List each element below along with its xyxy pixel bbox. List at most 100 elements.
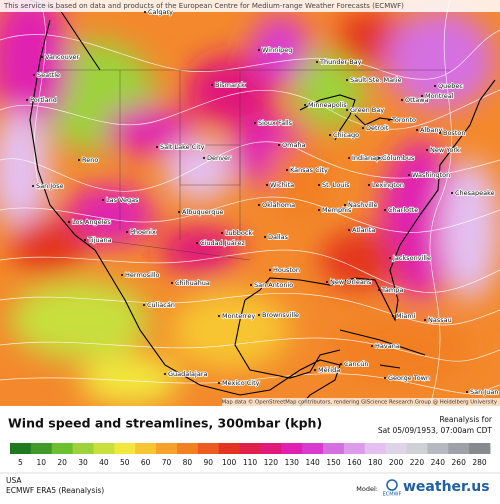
city-label: San Juan xyxy=(470,388,498,396)
colorbar-tick-label: 40 xyxy=(99,458,109,467)
city-label: Lexington xyxy=(372,181,404,189)
city-marker xyxy=(102,199,104,201)
city-marker xyxy=(250,284,252,286)
city-label: San Jose xyxy=(36,182,64,190)
city-marker xyxy=(304,104,306,106)
notice-banner xyxy=(0,0,500,12)
city-marker xyxy=(329,134,331,136)
city-label: Minneapolis xyxy=(308,101,347,109)
colorbar-swatch xyxy=(281,443,303,454)
colorbar-tick-label: 260 xyxy=(452,458,467,467)
city-label: Phoenix xyxy=(130,228,156,236)
city-marker xyxy=(401,99,403,101)
ecmwf-logo xyxy=(386,479,398,491)
city-label: Brownsville xyxy=(262,311,299,319)
city-marker xyxy=(424,319,426,321)
legend-title: Wind speed and streamlines, 300mbar (kph… xyxy=(8,416,322,431)
city-marker xyxy=(258,314,260,316)
colorbar-swatch xyxy=(448,443,470,454)
city-labels: Vancouver Seattle Portland Calgary Winnipeg T… xyxy=(26,7,499,397)
city-label: Havana xyxy=(375,342,400,350)
city-label: George Town xyxy=(388,374,430,382)
city-marker xyxy=(33,74,35,76)
city-label: Reno xyxy=(82,156,98,164)
city-marker xyxy=(362,127,364,129)
city-marker xyxy=(434,85,436,87)
city-marker xyxy=(318,209,320,211)
city-label: Detroit xyxy=(366,124,389,132)
city-marker xyxy=(269,269,271,271)
colorbar-swatch xyxy=(72,443,94,454)
city-label: Los Angeles xyxy=(72,218,111,226)
brand[interactable]: weather.us xyxy=(403,479,490,495)
city-label: Culiacán xyxy=(147,301,175,309)
city-marker xyxy=(171,282,173,284)
city-marker xyxy=(41,56,43,58)
region: USA xyxy=(6,476,22,485)
city-label: Salt Lake City xyxy=(160,143,205,151)
city-marker xyxy=(286,169,288,171)
city-label: Atlanta xyxy=(352,226,375,234)
city-marker xyxy=(344,204,346,206)
city-marker xyxy=(218,382,220,384)
city-label: Quebec xyxy=(438,82,463,90)
city-marker xyxy=(143,304,145,306)
city-label: Vancouver xyxy=(45,53,80,61)
city-marker xyxy=(451,192,453,194)
attribution: Map data © OpenStreetMap contributors, r… xyxy=(222,399,497,406)
city-label: Tijuana xyxy=(87,236,112,244)
city-label: Washington xyxy=(412,171,450,179)
city-label: Nassau xyxy=(428,316,452,324)
colorbar-tick-label: 70 xyxy=(162,458,172,467)
city-marker xyxy=(421,95,423,97)
colorbar-swatch xyxy=(260,443,282,454)
colorbar-swatch xyxy=(176,443,199,454)
colorbar-swatch xyxy=(239,443,261,454)
city-label: Boston xyxy=(443,129,465,137)
city-label: Bismarck xyxy=(215,81,245,89)
city-marker xyxy=(348,229,350,231)
city-label: Omaha xyxy=(282,141,306,149)
colorbar-swatch xyxy=(343,443,366,454)
colorbar-tick-label: 10 xyxy=(37,458,47,467)
city-label: Wichita xyxy=(270,181,294,189)
wind-field xyxy=(0,0,500,406)
city-marker xyxy=(278,144,280,146)
city-marker xyxy=(178,211,180,213)
colorbar-swatch xyxy=(364,443,387,454)
city-marker xyxy=(466,391,468,393)
colorbar-tick-label: 240 xyxy=(431,458,446,467)
colorbar-swatch xyxy=(427,443,449,454)
colorbar-tick-label: 90 xyxy=(203,458,213,467)
city-marker xyxy=(26,99,28,101)
colorbar-swatch xyxy=(51,443,74,454)
city-label: Tampa xyxy=(381,286,403,294)
city-marker xyxy=(121,274,123,276)
colorbar-tick-label: 80 xyxy=(183,458,193,467)
city-label: Portland xyxy=(30,96,57,104)
city-label: Calgary xyxy=(148,8,173,16)
city-label: Houston xyxy=(273,266,300,274)
colorbar-swatch xyxy=(469,443,491,454)
colorbar-tick-label: 180 xyxy=(368,458,383,467)
colorbar-swatch xyxy=(10,443,32,454)
city-marker xyxy=(314,369,316,371)
city-marker xyxy=(78,159,80,161)
colorbar-swatch xyxy=(156,443,178,454)
city-label: Columbus xyxy=(382,154,415,162)
city-label: Kansas City xyxy=(290,166,328,174)
city-label: Miami xyxy=(396,312,416,320)
city-marker xyxy=(340,363,342,365)
city-marker xyxy=(384,209,386,211)
city-label: Oklahoma xyxy=(262,201,295,209)
colorbar-swatch xyxy=(30,443,53,454)
city-label: Sault Ste. Marie xyxy=(350,76,402,84)
city-marker xyxy=(144,11,146,13)
city-label: Seattle xyxy=(37,71,60,79)
colorbar-tick-label: 130 xyxy=(285,458,300,467)
city-marker xyxy=(346,79,348,81)
city-marker xyxy=(384,377,386,379)
colorbar-swatch xyxy=(302,443,324,454)
